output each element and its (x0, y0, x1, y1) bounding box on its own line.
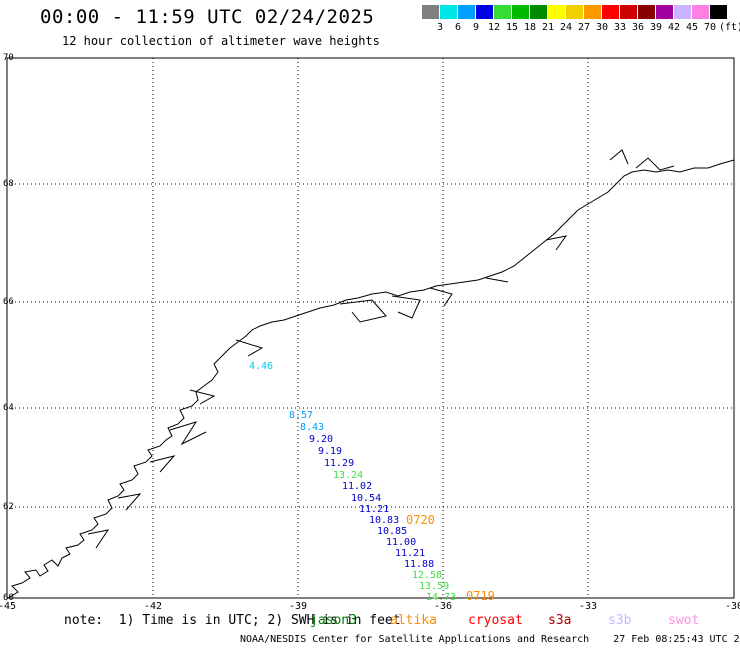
latitude-label: 64 (3, 403, 14, 413)
colorbar-label: 12 (487, 22, 501, 33)
colorbar-swatch (548, 5, 565, 19)
colorbar-label: 18 (523, 22, 537, 33)
greenland-coastline (7, 149, 735, 599)
colorbar-label: 39 (649, 22, 663, 33)
longitude-label: -45 (0, 601, 16, 612)
colorbar-swatch (710, 5, 727, 19)
colorbar-label: 33 (613, 22, 627, 33)
colorbar-label: 24 (559, 22, 573, 33)
wave-height-value: 14.73 (426, 592, 456, 603)
legend-item: altika (390, 613, 437, 628)
latitude-label: 62 (3, 502, 14, 512)
colorbar-label: 45 (685, 22, 699, 33)
pass-time-label: 0719 (466, 589, 495, 603)
colorbar-swatch (440, 5, 457, 19)
colorbar-swatch (530, 5, 547, 19)
wave-height-value: 11.02 (342, 481, 372, 492)
colorbar-swatch (584, 5, 601, 19)
wave-height-value: 11.29 (324, 458, 354, 469)
longitude-label: -39 (289, 601, 307, 612)
coastline-path (7, 159, 735, 599)
wave-height-value: 11.88 (404, 559, 434, 570)
footnote: note: 1) Time is in UTC; 2) SWH is in fe… (64, 613, 401, 628)
footer-source: NOAA/NESDIS Center for Satellite Applica… (240, 634, 590, 645)
colorbar-swatch (566, 5, 583, 19)
wave-height-value: 10.85 (377, 526, 407, 537)
chart-title: 00:00 - 11:59 UTC 02/24/2025 (40, 6, 375, 28)
wave-height-value: 11.21 (395, 548, 425, 559)
footer: NOAA/NESDIS Center for Satellite Applica… (240, 634, 740, 645)
colorbar-label: 30 (595, 22, 609, 33)
observation-track: 4.46 8.578.439.209.1911.2913.2411.0210.54… (249, 361, 495, 603)
wave-height-value: 11.21 (359, 504, 389, 515)
wave-height-value: 13.24 (333, 470, 363, 481)
wave-height-value: 8.57 (289, 410, 313, 421)
colorbar-label: 70 (703, 22, 717, 33)
wave-height-value: 10.54 (351, 493, 381, 504)
latitude-label: 68 (3, 179, 14, 189)
colorbar-swatch (656, 5, 673, 19)
colorbar-swatch (638, 5, 655, 19)
colorbar-label: 6 (454, 22, 462, 33)
wave-height-value: 4.46 (249, 361, 273, 372)
colorbar-label: 21 (541, 22, 555, 33)
coastline-fjords (87, 149, 675, 549)
colorbar-swatch (512, 5, 529, 19)
footer-timestamp: 27 Feb 08:25:43 UTC 2025 (613, 634, 740, 645)
legend-item: s3a (548, 613, 572, 628)
colorbar-label: 9 (472, 22, 480, 33)
colorbar-label: 3 (436, 22, 444, 33)
colorbar-label: 15 (505, 22, 519, 33)
colorbar-label: 42 (667, 22, 681, 33)
colorbar-swatch (422, 5, 439, 19)
pass-time-label: 0720 (406, 513, 435, 527)
longitude-label: -36 (434, 601, 452, 612)
chart-subtitle: 12 hour collection of altimeter wave hei… (62, 34, 380, 48)
colorbar-swatch (692, 5, 709, 19)
legend-item: cryosat (468, 613, 523, 628)
wave-height-value: 9.19 (318, 446, 342, 457)
latitude-label: 70 (3, 53, 14, 63)
legend-item: s3b (608, 613, 632, 628)
colorbar-unit: (ft) (719, 22, 740, 33)
legend-item: swot (668, 613, 700, 628)
colorbar-swatch (476, 5, 493, 19)
longitude-label: -42 (144, 601, 162, 612)
wave-height-value: 9.20 (309, 434, 333, 445)
colorbar-swatch (674, 5, 691, 19)
wave-height-value: 8.43 (300, 422, 324, 433)
colorbar-swatch (620, 5, 637, 19)
colorbar-swatch (494, 5, 511, 19)
colorbar-swatch (602, 5, 619, 19)
map-frame (6, 57, 735, 599)
colorbar-swatch (458, 5, 475, 19)
longitude-label: -30 (725, 601, 740, 612)
wave-height-value: 10.83 (369, 515, 399, 526)
legend-item: jason3 (310, 613, 357, 628)
colorbar-label: 27 (577, 22, 591, 33)
wave-height-value: 13.59 (419, 581, 449, 592)
wave-height-value: 11.00 (386, 537, 416, 548)
colorbar-label: 36 (631, 22, 645, 33)
longitude-label: -33 (579, 601, 597, 612)
wave-height-value: 12.58 (412, 570, 442, 581)
latitude-label: 66 (3, 297, 14, 307)
